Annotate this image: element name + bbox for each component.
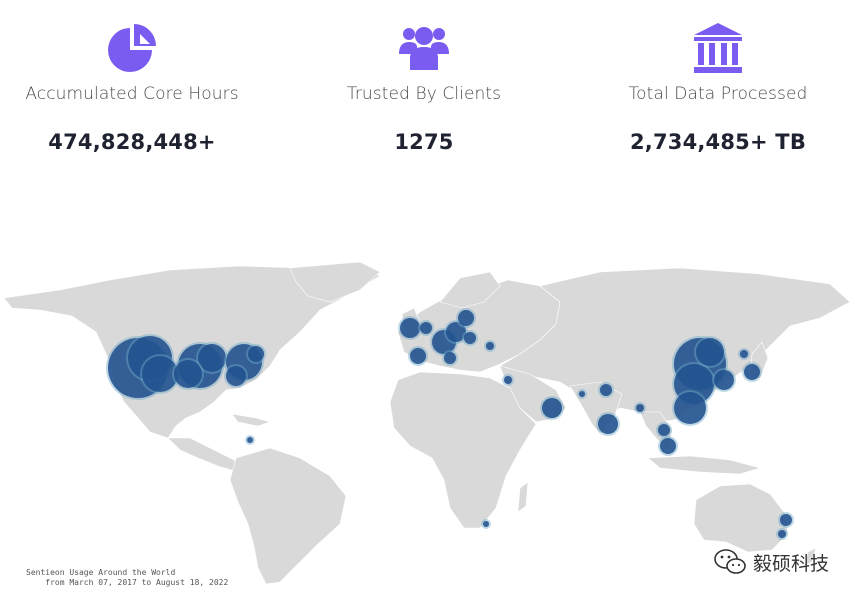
map-caption: Sentieon Usage Around the World from Mar… bbox=[26, 568, 228, 588]
usage-bubble bbox=[504, 376, 512, 384]
usage-bubble bbox=[483, 521, 489, 527]
stat-value: 474,828,448+ bbox=[48, 130, 216, 154]
usage-bubble bbox=[598, 414, 618, 434]
stat-label: Total Data Processed bbox=[628, 84, 808, 104]
stat-clients: Trusted By Clients 1275 bbox=[294, 20, 554, 154]
usage-bubble bbox=[458, 310, 474, 326]
usage-bubble bbox=[444, 352, 456, 364]
usage-bubble bbox=[446, 322, 466, 342]
usage-bubble bbox=[248, 346, 264, 362]
usage-bubble bbox=[410, 348, 426, 364]
usage-bubble bbox=[696, 338, 724, 366]
wechat-icon bbox=[714, 549, 746, 574]
usage-bubble bbox=[740, 350, 748, 358]
stat-core-hours: Accumulated Core Hours 474,828,448+ bbox=[2, 20, 262, 154]
world-usage-map bbox=[0, 261, 855, 592]
map-caption-line1: Sentieon Usage Around the World bbox=[26, 568, 176, 577]
map-land bbox=[3, 261, 851, 585]
usage-bubble bbox=[464, 332, 476, 344]
watermark-text: 毅硕科技 bbox=[752, 552, 829, 575]
usage-bubble bbox=[780, 514, 792, 526]
stat-value: 2,734,485+ TB bbox=[629, 130, 807, 154]
usage-bubble bbox=[658, 424, 670, 436]
usage-bubble bbox=[636, 404, 644, 412]
usage-bubble bbox=[542, 398, 562, 418]
usage-bubble bbox=[174, 360, 202, 388]
usage-bubble bbox=[226, 366, 246, 386]
watermark: 毅硕科技 bbox=[713, 548, 829, 576]
usage-bubble bbox=[674, 392, 706, 424]
stat-label: Accumulated Core Hours bbox=[25, 84, 239, 104]
usage-bubble bbox=[714, 370, 734, 390]
usage-bubble bbox=[579, 391, 585, 397]
usage-bubble bbox=[778, 530, 786, 538]
map-caption-line2: from March 07, 2017 to August 18, 2022 bbox=[26, 578, 229, 587]
usage-bubble bbox=[744, 364, 760, 380]
usage-bubble bbox=[400, 318, 420, 338]
usage-bubble bbox=[600, 384, 612, 396]
usage-bubble bbox=[198, 344, 226, 372]
users-group-icon bbox=[399, 27, 449, 70]
stat-label: Trusted By Clients bbox=[346, 84, 502, 104]
stat-value: 1275 bbox=[394, 130, 454, 154]
usage-bubble bbox=[247, 437, 253, 443]
pie-chart-icon bbox=[108, 24, 156, 72]
stat-data-processed: Total Data Processed 2,734,485+ TB bbox=[588, 20, 848, 154]
usage-bubble bbox=[660, 438, 676, 454]
bank-building-icon bbox=[694, 23, 742, 73]
usage-bubble bbox=[420, 322, 432, 334]
world-map-svg bbox=[3, 261, 851, 585]
usage-bubble bbox=[142, 356, 178, 392]
usage-bubble bbox=[486, 342, 494, 350]
usage-bubbles bbox=[106, 308, 794, 540]
